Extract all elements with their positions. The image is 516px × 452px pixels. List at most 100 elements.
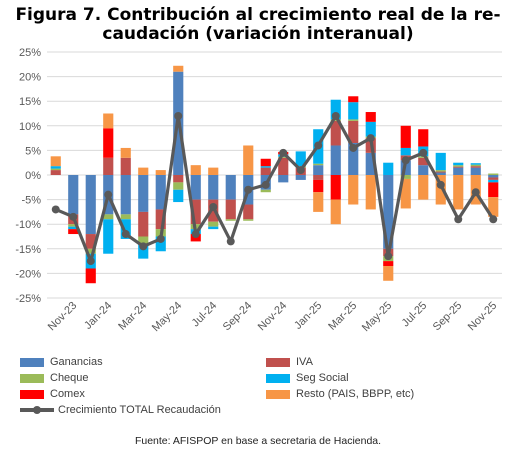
bar-segment	[190, 165, 201, 175]
bar-segment	[330, 120, 341, 146]
bar-segment	[190, 199, 201, 225]
bar-segment	[155, 236, 166, 252]
total-growth-point	[279, 148, 288, 157]
total-growth-point	[226, 237, 235, 246]
y-tick-label: 5%	[25, 145, 41, 157]
total-growth-point	[349, 143, 358, 152]
x-tick-label: Nov-25	[466, 300, 500, 334]
total-growth-point	[314, 141, 323, 150]
total-growth-point	[296, 166, 305, 175]
bar-segment	[383, 162, 394, 175]
bar-segment	[400, 147, 411, 156]
bar-segment	[488, 179, 499, 183]
bar-segment	[120, 157, 131, 175]
x-tick-label: May-25	[360, 300, 394, 334]
total-growth-point	[174, 111, 183, 120]
bar-segment	[138, 167, 149, 175]
bar-segment	[208, 226, 219, 230]
bar-segment	[435, 152, 446, 171]
bar-segment	[85, 234, 96, 249]
total-growth-point	[261, 180, 270, 189]
bar-segment	[120, 219, 131, 239]
x-tick-label: Jan-25	[292, 300, 324, 332]
bar-segment	[488, 175, 499, 178]
bar-segment	[313, 175, 324, 180]
bar-segment	[225, 219, 236, 221]
bar-segment	[225, 199, 236, 220]
source-note: Fuente: AFISPOP en base a secretaria de …	[134, 435, 382, 447]
bar-segment	[103, 113, 114, 129]
y-tick-label: -5%	[21, 195, 41, 207]
bar-segment	[435, 172, 446, 175]
bar-segment	[418, 129, 429, 147]
legend-swatch	[20, 389, 44, 399]
legend-item: IVA	[266, 356, 313, 368]
total-growth-point	[104, 190, 113, 199]
bar-segment	[85, 248, 96, 254]
legend-swatch	[20, 357, 44, 367]
x-tick-label: Nov-23	[46, 300, 80, 334]
bar-segment	[225, 175, 236, 200]
bar-segment	[383, 266, 394, 281]
bar-segment	[68, 226, 79, 230]
legend-label: Crecimiento TOTAL Recaudación	[58, 404, 221, 416]
x-tick-label: Nov-24	[256, 300, 290, 334]
bar-segment	[50, 170, 61, 175]
legend-label: Comex	[50, 388, 85, 400]
bar-segment	[208, 221, 219, 227]
bar-segment	[418, 165, 429, 175]
bar-segment	[453, 166, 464, 168]
total-growth-point	[191, 230, 200, 239]
total-growth-point	[384, 252, 393, 261]
bar-segment	[260, 189, 271, 193]
total-growth-point	[419, 148, 428, 157]
bar-segment	[50, 156, 61, 167]
total-growth-point	[489, 215, 498, 224]
bar-segment	[330, 175, 341, 200]
bar-segment	[330, 199, 341, 225]
bar-segment	[400, 125, 411, 148]
legend-swatch	[20, 373, 44, 383]
bar-segment	[348, 120, 359, 144]
x-tick-label: May-24	[150, 300, 184, 334]
x-tick-label: Mar-24	[116, 300, 149, 333]
legend-label: Cheque	[50, 372, 89, 384]
chart-plot-area: 25% 20% 15% 10% 5% 0% -5% -10% -15% -20% -25% Nov-2…	[15, 47, 502, 334]
legend-item: Seg Social	[266, 372, 349, 384]
total-growth-point	[366, 134, 375, 143]
total-growth-point	[121, 230, 130, 239]
bar-segment	[400, 175, 411, 179]
legend-label: IVA	[296, 356, 313, 368]
legend-swatch	[266, 389, 290, 399]
bar-segment	[435, 170, 446, 172]
bar-segment	[173, 175, 184, 183]
bar-segment	[155, 209, 166, 230]
bar-segment	[313, 192, 324, 212]
bar-segment	[348, 143, 359, 175]
bar-segment	[138, 175, 149, 212]
bar-segment	[435, 171, 446, 173]
chart-title-line2: caudación (variación interanual)	[102, 24, 414, 44]
bar-segment	[295, 175, 306, 180]
chart-title-line1: Figura 7. Contribución al crecimiento re…	[15, 5, 501, 25]
bar-segment	[103, 214, 114, 220]
bar-segment	[330, 145, 341, 175]
bar-segment	[313, 165, 324, 175]
bar-segment	[400, 178, 411, 209]
bar-segment	[488, 182, 499, 198]
bar-segment	[348, 119, 359, 121]
legend-swatch	[20, 405, 54, 415]
bar-segment	[348, 175, 359, 205]
bar-segment	[243, 145, 254, 175]
chart-legend: Ganancias IVA Cheque Seg Social Comex Resto (…	[20, 356, 500, 420]
bar-segment	[453, 162, 464, 166]
bar-segment	[488, 197, 499, 217]
x-tick-label: Sep-25	[431, 300, 465, 334]
total-growth-point	[156, 234, 165, 243]
bar-segment	[260, 158, 271, 167]
bar-segment	[365, 112, 376, 122]
bar-segment	[208, 175, 219, 200]
total-growth-point	[209, 202, 218, 211]
y-tick-label: -25%	[15, 293, 41, 305]
bar-segment	[418, 156, 429, 158]
